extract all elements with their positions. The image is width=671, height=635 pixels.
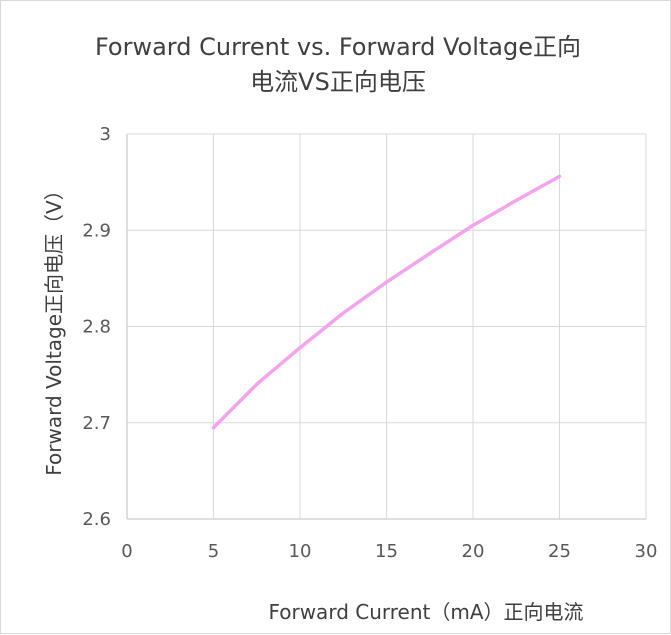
y-tick-label: 2.9 <box>82 220 111 241</box>
series-layer <box>211 174 562 430</box>
x-axis-title: Forward Current（mA）正向电流 <box>268 600 583 624</box>
x-tick-label: 20 <box>462 541 485 562</box>
x-tick-label: 10 <box>289 541 312 562</box>
y-tick-label: 2.6 <box>82 509 111 530</box>
x-tick-label: 25 <box>548 541 571 562</box>
x-tick-label: 5 <box>208 541 219 562</box>
x-tick-label: 15 <box>375 541 398 562</box>
x-tick-label: 0 <box>121 541 132 562</box>
y-tick-label: 2.8 <box>82 317 111 338</box>
x-tick-label: 30 <box>635 541 658 562</box>
grid-layer <box>126 133 647 520</box>
y-tick-label: 3 <box>100 124 111 145</box>
tick-layer: 2.62.72.82.930 5 10 15 20 25 30 <box>82 124 657 562</box>
series-line-1 <box>211 174 562 430</box>
y-axis-title: Forward Voltage正向电压（V） <box>42 180 66 476</box>
chart-title-line-1: Forward Current vs. Forward Voltage正向 <box>95 33 581 61</box>
y-tick-label: 2.7 <box>82 413 111 434</box>
chart-title-line-2: 电流VS正向电压 <box>250 68 426 96</box>
